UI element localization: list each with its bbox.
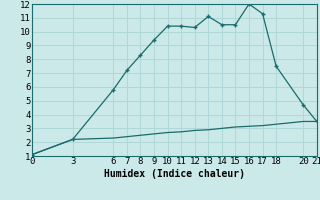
X-axis label: Humidex (Indice chaleur): Humidex (Indice chaleur) xyxy=(104,169,245,179)
